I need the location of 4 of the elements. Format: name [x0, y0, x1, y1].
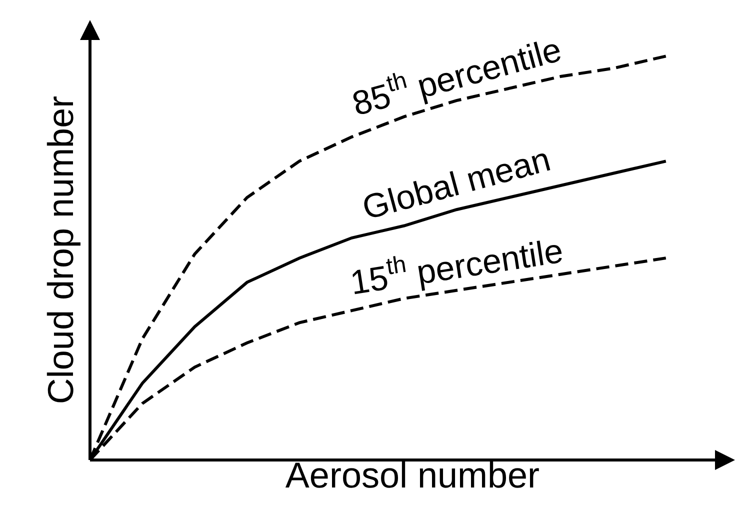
- y-axis-title: Cloud drop number: [40, 96, 81, 404]
- text: 15$^{th}$ percentile: [346, 226, 566, 302]
- x-axis-title: Aerosol number: [285, 454, 540, 496]
- text: Global mean: [358, 140, 555, 228]
